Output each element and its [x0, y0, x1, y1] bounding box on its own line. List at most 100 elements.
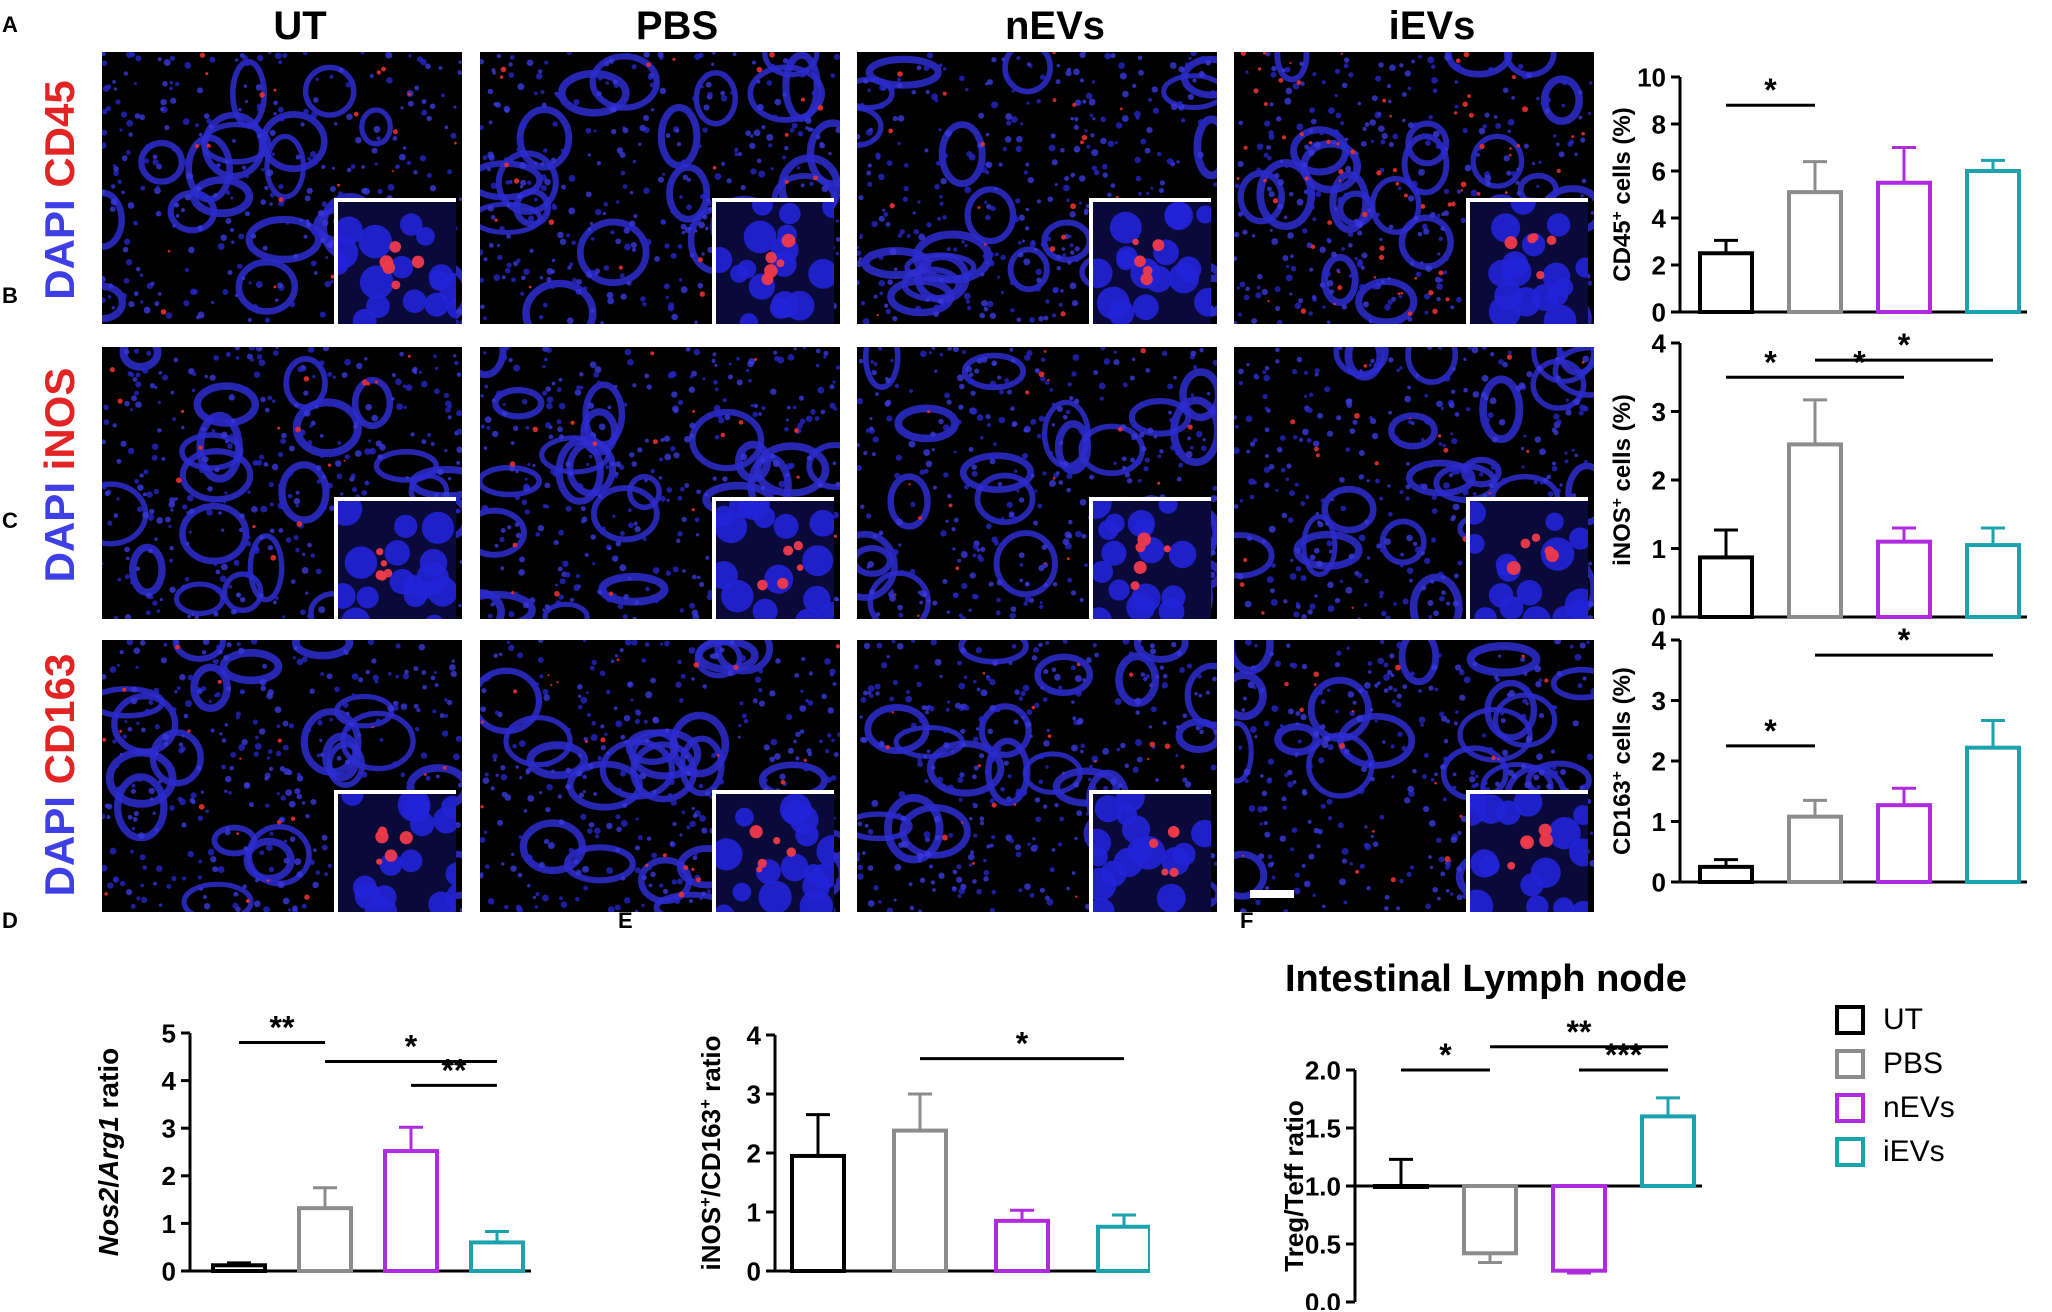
nucleus-dot	[1406, 871, 1412, 877]
nucleus-dot	[1091, 80, 1096, 84]
nucleus-dot	[1147, 97, 1153, 102]
nucleus-dot	[878, 280, 886, 287]
nucleus-dot	[127, 202, 135, 209]
nucleus-dot	[1309, 554, 1316, 561]
nucleus-dot	[213, 659, 219, 665]
nucleus-dot	[454, 360, 459, 366]
nucleus-dot	[925, 90, 930, 95]
nucleus-dot	[417, 56, 424, 63]
nucleus-dot	[115, 786, 123, 793]
crypt-shape	[522, 279, 597, 324]
nucleus-dot	[568, 174, 576, 182]
nucleus-dot	[793, 763, 798, 768]
nucleus-dot	[699, 581, 705, 588]
nucleus-dot	[594, 827, 601, 835]
nucleus-dot	[825, 749, 830, 754]
inset-nucleus	[1522, 606, 1551, 619]
marker-dot	[509, 461, 516, 467]
nucleus-dot	[528, 215, 535, 222]
nucleus-dot	[1391, 699, 1397, 704]
nucleus-dot	[564, 571, 571, 578]
nucleus-dot	[1300, 713, 1307, 721]
nucleus-dot	[1040, 376, 1046, 382]
nucleus-dot	[184, 268, 189, 273]
nucleus-dot	[986, 300, 994, 308]
nucleus-dot	[162, 81, 168, 87]
nucleus-dot	[1150, 186, 1154, 190]
marker-dot	[1164, 743, 1171, 749]
marker-dot	[1463, 52, 1470, 58]
nucleus-dot	[956, 864, 962, 870]
nucleus-dot	[920, 350, 927, 358]
nucleus-dot	[288, 445, 295, 452]
nucleus-dot	[758, 700, 766, 707]
nucleus-dot	[1320, 724, 1326, 730]
nucleus-dot	[597, 755, 603, 761]
inset-marker	[1546, 235, 1557, 245]
nucleus-dot	[102, 483, 108, 490]
nucleus-dot	[1571, 448, 1575, 452]
nucleus-dot	[1435, 143, 1442, 150]
nucleus-dot	[801, 657, 806, 662]
nucleus-dot	[694, 229, 698, 233]
nucleus-dot	[1234, 713, 1237, 718]
nucleus-dot	[1371, 432, 1379, 440]
nucleus-dot	[745, 130, 751, 136]
nucleus-dot	[243, 84, 248, 88]
nucleus-dot	[283, 857, 290, 864]
nucleus-dot	[241, 276, 246, 281]
nucleus-dot	[408, 54, 412, 58]
nucleus-dot	[985, 214, 991, 221]
nucleus-dot	[1243, 768, 1251, 776]
nucleus-dot	[329, 74, 334, 79]
nucleus-dot	[697, 575, 701, 580]
nucleus-dot	[1592, 197, 1594, 202]
crypt-shape	[102, 686, 165, 719]
nucleus-dot	[989, 747, 996, 753]
nucleus-dot	[677, 244, 683, 249]
nucleus-dot	[976, 414, 984, 421]
nucleus-dot	[313, 97, 319, 103]
nucleus-dot	[1060, 289, 1064, 293]
nucleus-dot	[197, 225, 203, 231]
nucleus-dot	[1264, 365, 1270, 371]
nucleus-dot	[1124, 472, 1131, 478]
marker-dot	[266, 879, 270, 882]
nucleus-dot	[1392, 133, 1399, 140]
nucleus-dot	[1294, 754, 1298, 758]
nucleus-dot	[714, 363, 718, 367]
nucleus-dot	[1463, 676, 1471, 684]
marker-dot	[104, 892, 108, 896]
nucleus-dot	[1359, 863, 1365, 869]
nucleus-dot	[1418, 54, 1422, 59]
nucleus-dot	[1415, 373, 1420, 377]
nucleus-dot	[785, 475, 792, 483]
nucleus-dot	[879, 291, 884, 296]
nucleus-dot	[1000, 254, 1006, 261]
nucleus-dot	[1589, 831, 1594, 836]
marker-dot	[528, 285, 532, 289]
nucleus-dot	[224, 439, 230, 444]
nucleus-dot	[1271, 705, 1279, 713]
nucleus-dot	[1170, 103, 1178, 111]
nucleus-dot	[1031, 655, 1038, 661]
nucleus-dot	[143, 469, 149, 475]
nucleus-dot	[292, 656, 296, 660]
nucleus-dot	[981, 356, 988, 363]
nucleus-dot	[923, 65, 930, 71]
nucleus-dot	[487, 88, 494, 95]
inset-texture	[716, 202, 834, 324]
nucleus-dot	[1263, 821, 1268, 826]
nucleus-dot	[220, 234, 227, 241]
nucleus-dot	[169, 55, 176, 62]
marker-dot	[1299, 132, 1304, 137]
nucleus-dot	[140, 727, 146, 733]
nucleus-dot	[634, 867, 642, 874]
inset-marker	[1163, 545, 1171, 553]
crypt-shape	[542, 601, 590, 619]
nucleus-dot	[364, 357, 368, 361]
nucleus-dot	[589, 665, 595, 671]
nucleus-dot	[1579, 785, 1584, 790]
nucleus-dot	[1298, 437, 1304, 442]
nucleus-dot	[171, 147, 175, 152]
